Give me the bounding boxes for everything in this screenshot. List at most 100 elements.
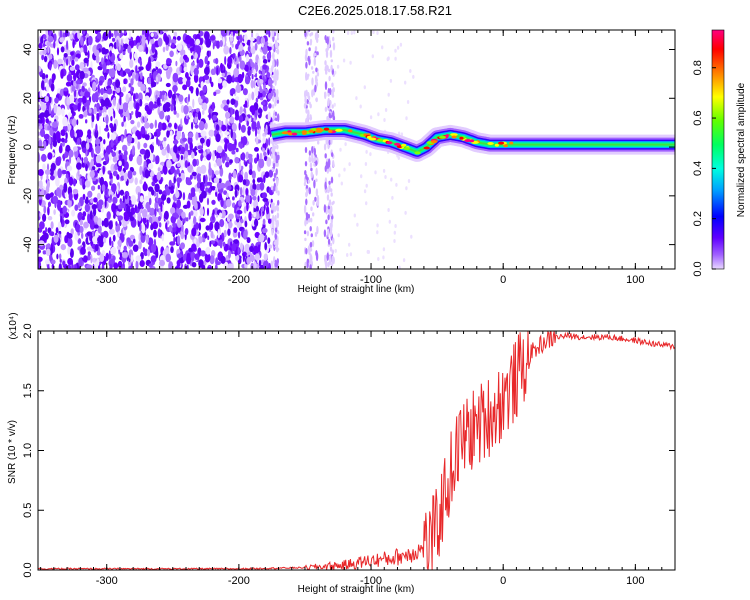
spectrogram-noise-cell <box>156 171 162 181</box>
spectrogram-noise-cell <box>57 58 63 65</box>
spectrogram-xlabel: Height of straight line (km) <box>298 284 415 295</box>
spectrogram-noise-cell <box>38 42 43 49</box>
spectrogram-noise-cell <box>189 142 193 151</box>
spectrogram-noise-cell <box>41 73 46 80</box>
spectrogram-noise-cell <box>106 88 113 95</box>
spectrogram-noise-cell <box>75 80 81 85</box>
spectrogram-noise-cell <box>203 156 207 161</box>
spectrogram-noise-cell <box>144 195 150 201</box>
spectrogram-noise-cell <box>276 99 280 104</box>
spectrogram-noise-cell <box>162 103 167 113</box>
spectrogram-noise-cell <box>128 240 134 247</box>
spectrogram-noise-cell <box>225 161 230 168</box>
x-tick-label: -300 <box>96 274 118 286</box>
spectrogram-noise-cell <box>98 265 101 269</box>
spectrogram-noise-cell <box>161 149 167 156</box>
spectrogram-noise-cell <box>270 153 274 159</box>
spectrogram-noise-cell <box>263 174 266 184</box>
spectrogram-noise-cell <box>276 219 279 228</box>
spectrogram-noise-cell <box>306 30 309 37</box>
spectrogram-noise-cell <box>118 42 121 51</box>
spectrogram-noise-cell <box>184 228 189 236</box>
spectrogram-noise-cell <box>224 142 228 152</box>
spectrogram-noise-cell <box>312 200 315 206</box>
spectrogram-noise-cell <box>234 156 240 164</box>
spectrogram-noise-cell <box>185 34 191 45</box>
spectrogram-noise-cell <box>232 196 235 201</box>
spectrogram-noise-cell <box>180 146 186 155</box>
spectrogram-noise-cell <box>270 185 274 191</box>
spectrogram-noise-cell <box>324 153 327 159</box>
spectrogram-noise-cell <box>125 93 129 104</box>
spectrogram-noise-cell <box>81 157 84 162</box>
spectrogram-noise-cell <box>103 139 106 145</box>
spectrogram-noise-cell <box>142 208 148 219</box>
spectrogram-noise-cell <box>244 33 248 44</box>
spectrogram-noise-cell <box>128 153 133 162</box>
spectrogram-noise-cell <box>393 239 396 243</box>
spectrogram-noise-cell <box>92 236 99 244</box>
spectrogram-noise-cell <box>328 255 331 261</box>
spectrogram-noise-cell <box>204 174 208 183</box>
spectrogram-noise-cell <box>127 170 133 180</box>
spectrogram-noise-cell <box>148 163 154 170</box>
spectrogram-noise-cell <box>240 165 244 170</box>
spectrogram-noise-cell <box>253 211 257 218</box>
spectrogram-noise-cell <box>39 71 43 76</box>
spectrogram-noise-cell <box>270 84 273 89</box>
spectrogram-noise-cell <box>47 201 52 208</box>
spectrogram-noise-cell <box>237 246 240 256</box>
spectrogram-noise-cell <box>138 92 143 102</box>
spectrogram-noise-cell <box>82 95 87 104</box>
spectrogram-noise-cell <box>394 48 397 53</box>
spectrogram-noise-cell <box>209 35 216 41</box>
spectrogram-noise-cell <box>404 210 407 215</box>
spectrogram-noise-cell <box>161 90 166 96</box>
y-tick-label: -20 <box>22 188 34 204</box>
spectrogram-noise-cell <box>310 32 314 36</box>
spectrogram-noise-cell <box>138 45 144 52</box>
spectrogram-noise-cell <box>369 115 373 120</box>
spectrogram-noise-cell <box>47 125 50 131</box>
spectrogram-noise-cell <box>43 55 48 63</box>
spectrogram-noise-cell <box>148 263 153 268</box>
spectrogram-noise-cell <box>326 252 329 261</box>
spectrogram-noise-cell <box>188 132 194 139</box>
spectrogram-noise-cell <box>122 195 125 204</box>
spectrogram-noise-cell <box>251 107 255 116</box>
spectrogram-noise-cell <box>60 46 65 53</box>
spectrogram-noise-cell <box>231 123 237 132</box>
spectrogram-noise-cell <box>86 231 93 236</box>
spectrogram-noise-cell <box>326 36 329 45</box>
spectrogram-noise-cell <box>105 114 109 125</box>
spectrogram-noise-cell <box>138 66 144 71</box>
spectrogram-noise-cell <box>308 187 311 194</box>
spectrogram-noise-cell <box>204 66 210 76</box>
spectrogram-noise-cell <box>271 139 274 144</box>
spectrogram-noise-cell <box>276 37 280 41</box>
spectrogram-ylabel: Frequency (Hz) <box>7 116 18 185</box>
colorbar-tick-label: 0.8 <box>692 60 704 75</box>
spectrogram-noise-cell <box>171 152 177 162</box>
spectrogram-noise-cell <box>328 202 331 207</box>
spectrogram-noise-cell <box>73 178 76 187</box>
spectrogram-noise-cell <box>60 244 66 251</box>
spectrogram-noise-cell <box>235 147 239 153</box>
spectrogram-noise-cell <box>186 200 191 209</box>
spectrogram-noise-cell <box>215 133 221 143</box>
spectrogram-noise-cell <box>315 97 318 103</box>
signal-hotspot <box>450 133 458 137</box>
spectrogram-noise-cell <box>123 214 130 222</box>
spectrogram-noise-cell <box>133 52 138 60</box>
spectrogram-noise-cell <box>53 59 58 69</box>
spectrogram-noise-cell <box>314 231 318 237</box>
signal-hotspot <box>368 137 377 141</box>
spectrogram-noise-cell <box>64 219 70 225</box>
spectrogram-noise-cell <box>112 196 118 204</box>
spectrogram-noise-cell <box>49 104 52 115</box>
spectrogram-noise-cell <box>123 172 128 182</box>
spectrogram-noise-cell <box>38 227 43 233</box>
spectrogram-noise-cell <box>305 212 309 222</box>
spectrogram-noise-cell <box>135 260 139 269</box>
spectrogram-noise-cell <box>82 211 87 217</box>
